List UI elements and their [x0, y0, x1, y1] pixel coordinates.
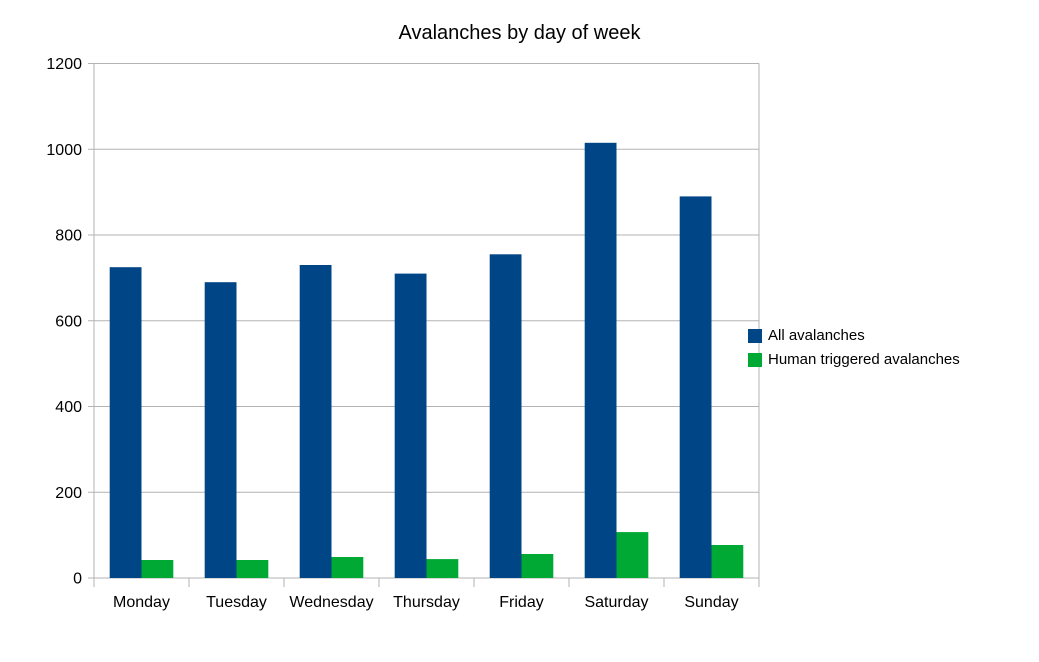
y-tick-label-0: 0 [73, 571, 82, 588]
bar-all-avalanches-tuesday [204, 282, 237, 578]
legend-swatch-all-avalanches-icon [748, 328, 762, 343]
bar-all-avalanches-sunday [679, 196, 712, 578]
bar-all-avalanches-monday [109, 267, 142, 578]
legend-label-all-avalanches: All avalanches [768, 327, 865, 344]
chart-title: Avalanches by day of week [398, 22, 641, 44]
x-category-label-thursday: Thursday [393, 594, 460, 611]
legend-item-all-avalanches: All avalanches [748, 327, 960, 344]
legend-item-human-triggered: Human triggered avalanches [748, 351, 960, 368]
bar-all-avalanches-thursday [394, 273, 427, 578]
legend-label-human-triggered: Human triggered avalanches [768, 351, 960, 368]
x-category-label-friday: Friday [499, 594, 543, 611]
x-category-label-monday: Monday [113, 594, 170, 611]
bar-human-triggered-avalanches-friday [521, 554, 554, 578]
x-category-label-sunday: Sunday [684, 594, 738, 611]
x-category-label-saturday: Saturday [584, 594, 648, 611]
legend-swatch-human-triggered-icon [748, 352, 762, 367]
legend: All avalanches Human triggered avalanche… [748, 327, 960, 375]
y-tick-label-800: 800 [55, 228, 82, 245]
y-tick-label-1200: 1200 [46, 56, 82, 73]
x-category-label-wednesday: Wednesday [289, 594, 373, 611]
bar-human-triggered-avalanches-saturday [616, 532, 649, 578]
y-tick-label-1000: 1000 [46, 142, 82, 159]
bar-all-avalanches-wednesday [299, 265, 332, 578]
y-tick-label-600: 600 [55, 313, 82, 330]
bar-human-triggered-avalanches-wednesday [331, 557, 364, 578]
bar-human-triggered-avalanches-sunday [711, 545, 744, 578]
x-category-label-tuesday: Tuesday [206, 594, 267, 611]
bar-all-avalanches-saturday [584, 142, 617, 579]
y-tick-label-400: 400 [55, 399, 82, 416]
bar-human-triggered-avalanches-monday [141, 560, 174, 578]
bar-human-triggered-avalanches-thursday [426, 559, 459, 578]
bar-all-avalanches-friday [489, 254, 522, 579]
y-tick-label-200: 200 [55, 485, 82, 502]
bar-human-triggered-avalanches-tuesday [236, 560, 269, 578]
